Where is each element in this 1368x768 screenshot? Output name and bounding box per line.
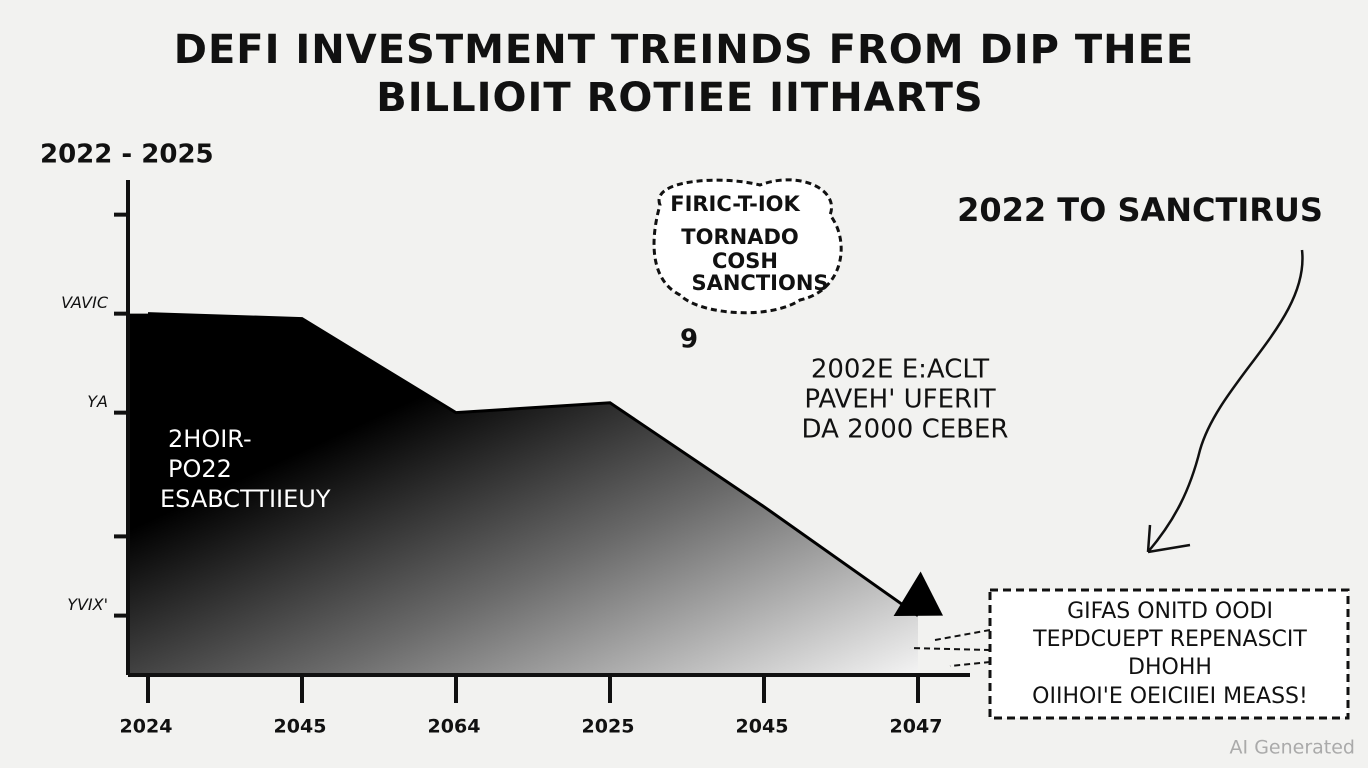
- area-note: PO22: [168, 455, 232, 483]
- bubble-text: COSH: [712, 249, 778, 273]
- box-text: DHOHH: [1128, 655, 1212, 680]
- box-text: GIFAS ONITD OODI: [1067, 599, 1273, 624]
- bubble-text: TORNADO: [681, 225, 798, 249]
- middle-note: DA 2000 CEBER: [802, 415, 1009, 445]
- y-tick-label: YVIX': [67, 595, 108, 614]
- arrow-head: [893, 571, 943, 616]
- box-pointer: [909, 629, 991, 667]
- x-tick-label: 2047: [890, 716, 943, 738]
- middle-note: PAVEH' UFERIT: [804, 385, 995, 415]
- y-tick-label: ΥA: [87, 392, 108, 411]
- area-line: [147, 312, 919, 617]
- y-tick-label: VAVIC: [61, 293, 109, 312]
- chart-title: BILLIOIT ROTIEE IITHARTS: [376, 75, 983, 121]
- bubble-text: FIRIC-T-IOK: [670, 192, 800, 216]
- area: [128, 313, 918, 675]
- x-tick-label: 2045: [274, 716, 327, 738]
- x-tick-label: 2045: [736, 716, 789, 738]
- x-tick-label: 2025: [582, 716, 635, 738]
- subtitle: 2022 - 2025: [40, 140, 214, 170]
- area-note: ESABCTTIIEUY: [160, 485, 331, 513]
- box-text: OIIHOI'E OEICIIEI MEASS!: [1032, 684, 1308, 709]
- middle-note: 2002E E:ACLT: [811, 355, 989, 385]
- note-box: [988, 588, 1350, 720]
- bubble-tail: 9: [680, 325, 698, 355]
- area-note: 2HOIR-: [168, 425, 252, 453]
- pointer-arrow: [1146, 249, 1304, 554]
- speech-bubble: [652, 178, 843, 315]
- box-text: TEPDCUEPT REPENASCIT: [1032, 627, 1307, 652]
- chart-title: DEFI INVESTMENT TREINDS FROM DIP THEE: [174, 27, 1195, 73]
- x-tick-label: 2064: [428, 716, 481, 738]
- right-heading: 2022 TO SANCTIRUS: [957, 191, 1323, 229]
- watermark: AI Generated: [1230, 737, 1355, 759]
- x-tick-label: 2024: [120, 716, 173, 738]
- bubble-text: SANCTIONS: [691, 271, 828, 295]
